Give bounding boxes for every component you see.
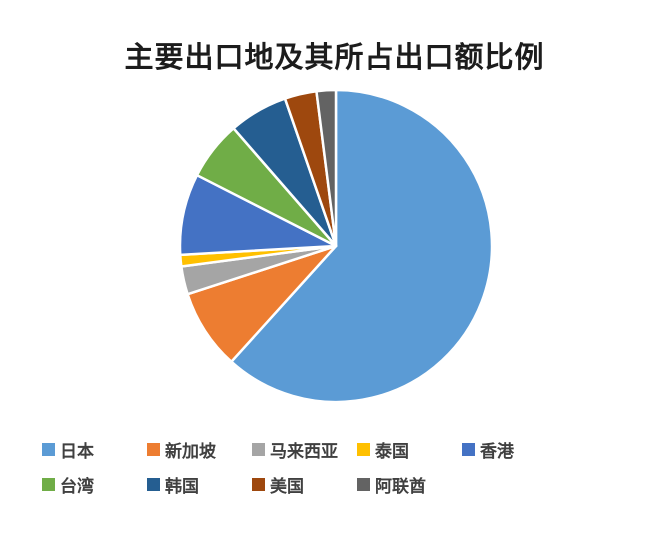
legend-label-uae: 阿联酋 (375, 477, 426, 496)
legend-item-southkorea: 韩国 (147, 472, 252, 497)
legend-label-singapore: 新加坡 (165, 442, 216, 461)
legend-item-usa: 美国 (252, 472, 357, 497)
legend-item-taiwan: 台湾 (42, 472, 147, 497)
legend-label-malaysia: 马来西亚 (270, 442, 338, 461)
legend-row-2: 台湾 韩国 美国 阿联酋 (42, 467, 632, 502)
legend-row-1: 日本 新加坡 马来西亚 泰国 香港 (42, 432, 632, 467)
legend: 日本 新加坡 马来西亚 泰国 香港 台湾 (42, 432, 632, 502)
chart-title: 主要出口地及其所占出口额比例 (124, 42, 545, 74)
legend-item-japan: 日本 (42, 437, 147, 462)
legend-item-hongkong: 香港 (462, 437, 514, 462)
legend-label-taiwan: 台湾 (60, 477, 94, 496)
legend-label-japan: 日本 (60, 442, 94, 461)
pie-slice-日本 (230, 88, 494, 404)
legend-swatch-southkorea (147, 478, 160, 491)
legend-label-thailand: 泰国 (375, 442, 409, 461)
legend-label-hongkong: 香港 (480, 442, 514, 461)
legend-swatch-usa (252, 478, 265, 491)
pie-slice-阿联酋 (315, 88, 338, 248)
legend-swatch-uae (357, 478, 370, 491)
legend-swatch-hongkong (462, 443, 475, 456)
legend-label-southkorea: 韩国 (165, 477, 199, 496)
legend-swatch-taiwan (42, 478, 55, 491)
legend-item-malaysia: 马来西亚 (252, 437, 357, 462)
pie-chart (178, 88, 494, 404)
legend-item-singapore: 新加坡 (147, 437, 252, 462)
legend-swatch-thailand (357, 443, 370, 456)
legend-swatch-japan (42, 443, 55, 456)
legend-label-usa: 美国 (270, 477, 304, 496)
legend-swatch-malaysia (252, 443, 265, 456)
legend-item-thailand: 泰国 (357, 437, 462, 462)
legend-swatch-singapore (147, 443, 160, 456)
legend-item-uae: 阿联酋 (357, 472, 426, 497)
